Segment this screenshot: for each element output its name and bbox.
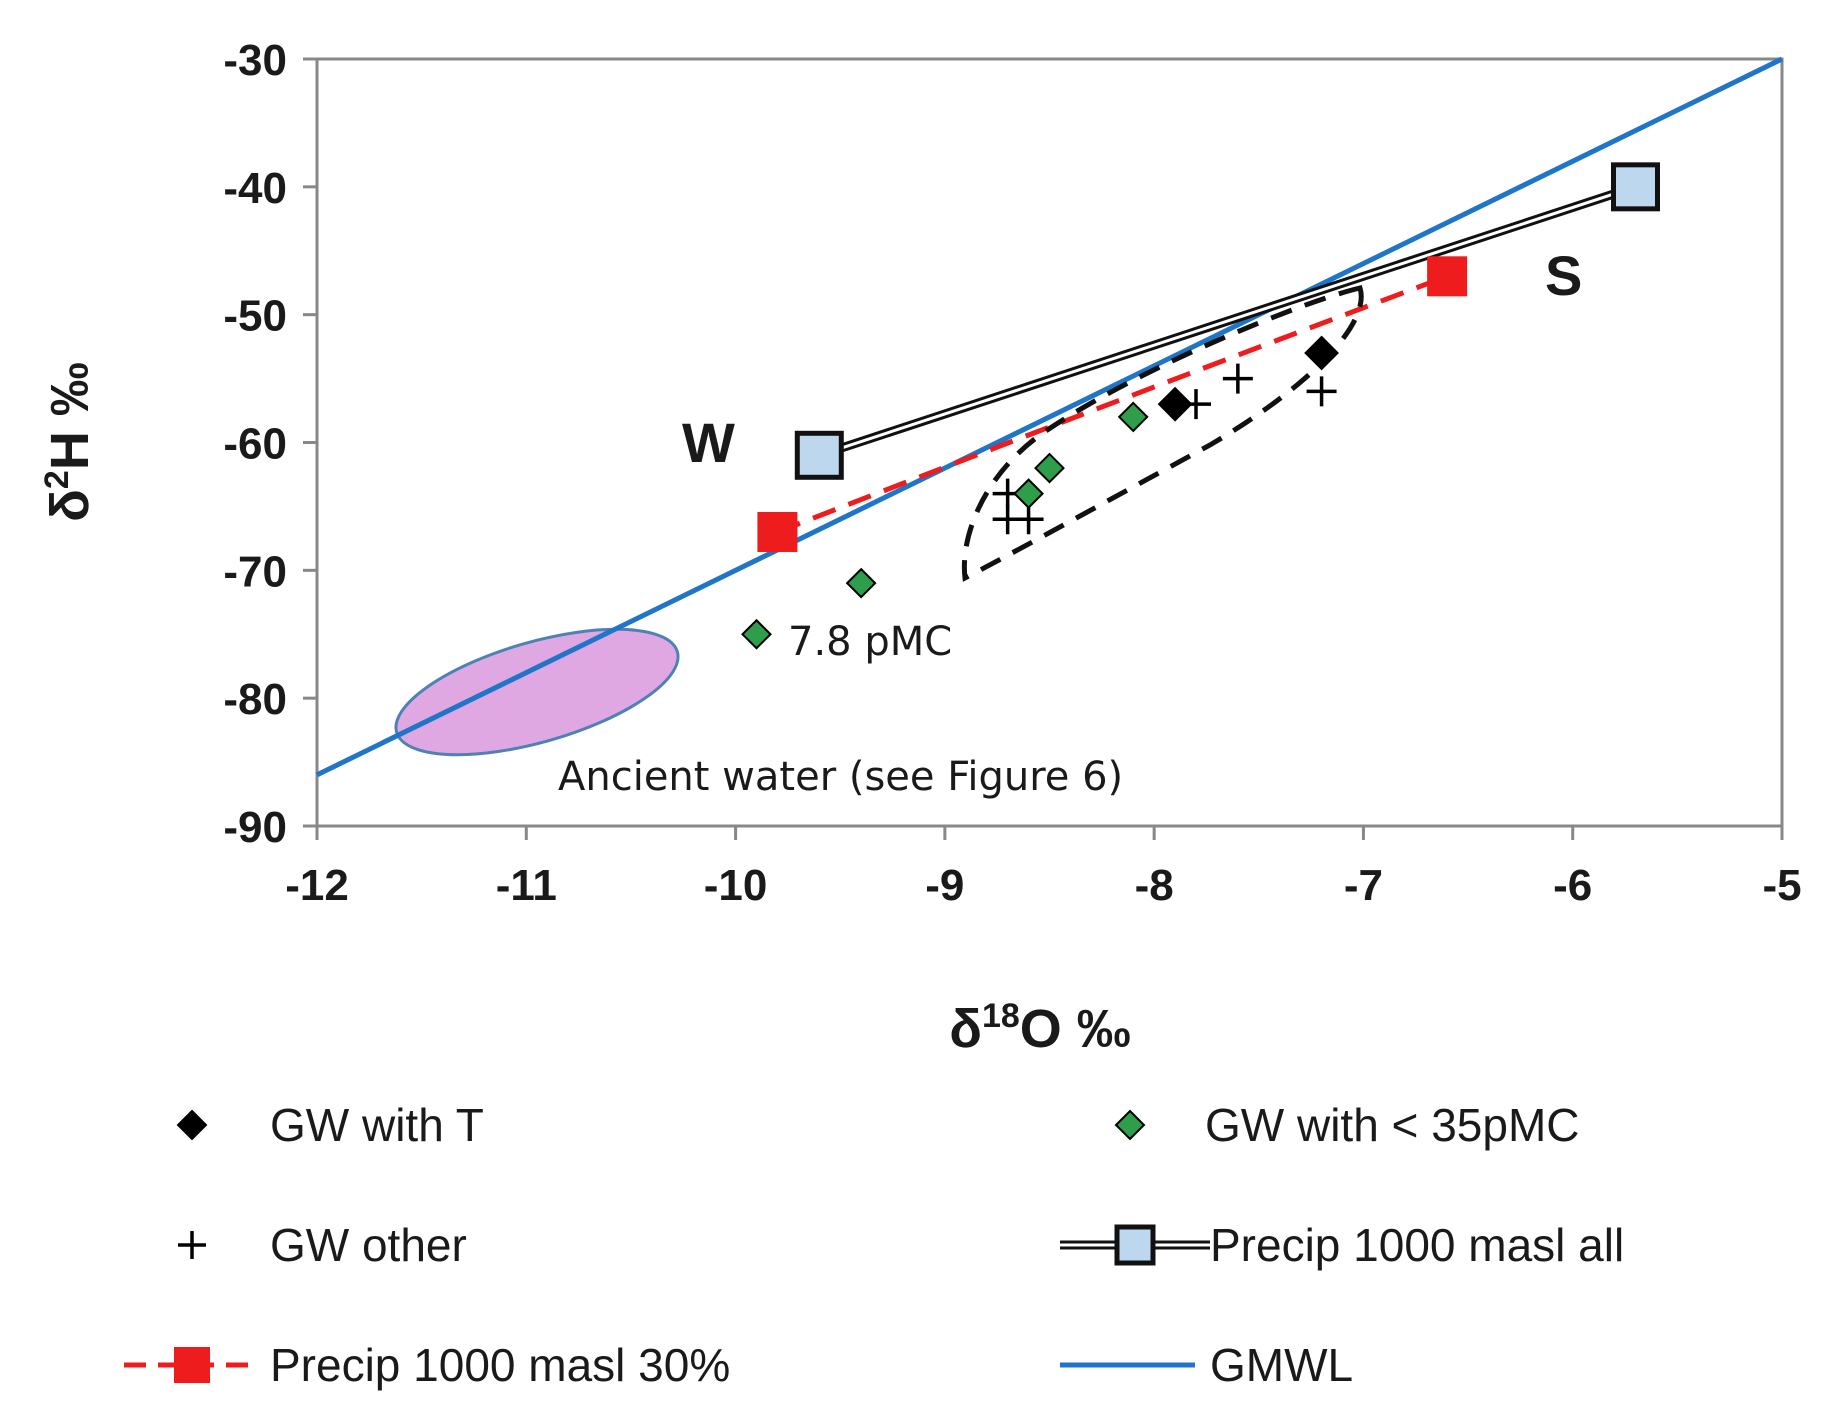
precip-30-point: [1427, 256, 1468, 297]
x-axis-title: δ18O ‰: [949, 997, 1131, 1059]
y-axis-title-sup: 2: [38, 470, 76, 489]
series-lines: [315, 56, 1784, 778]
y-tick-label: -50: [223, 292, 287, 341]
y-tick-label: -90: [223, 803, 287, 852]
legend: GW with T GW with < 35pMC GW other Precip 1…: [124, 1099, 1624, 1391]
precip-all-point: [794, 430, 844, 480]
y-tick-label: -80: [223, 675, 287, 724]
x-tick-label: -8: [1135, 861, 1174, 910]
x-axis-title-suffix: O ‰: [1020, 999, 1131, 1059]
precip-30-point: [757, 511, 798, 552]
axis-ticks: -12 -11 -10 -9 -8 -7 -6 -5 -30 -40 -50 -60 -70 -80 -90: [223, 36, 1801, 910]
y-tick-label: -40: [223, 164, 287, 213]
precip-all-point: [1611, 162, 1660, 212]
legend-label: GMWL: [1210, 1339, 1353, 1391]
precip-30-line: [776, 273, 1449, 535]
legend-symbol-gw-with-t: [176, 1109, 208, 1141]
legend-label: GW with < 35pMC: [1205, 1099, 1580, 1151]
y-tick-label: -60: [223, 420, 287, 469]
gw-pmc-point: [1034, 452, 1065, 484]
x-tick-label: -9: [925, 861, 964, 910]
ancient-water-annotation: Ancient water (see Figure 6): [558, 754, 1123, 800]
y-axis-title-suffix: H ‰: [40, 362, 100, 470]
legend-label: Precip 1000 masl 30%: [270, 1339, 730, 1391]
legend-symbol-precip-30: [174, 1347, 210, 1383]
gw-other-point: [1222, 363, 1253, 394]
gw-pmc-point: [1117, 401, 1149, 433]
legend-symbol-gw-pmc: [1114, 1109, 1146, 1141]
x-tick-label: -11: [496, 861, 557, 910]
legend-symbol-precip-all: [1114, 1224, 1156, 1266]
summer-label: S: [1545, 244, 1582, 307]
legend-label: GW other: [270, 1219, 467, 1271]
pmc-annotation: 7.8 pMC: [788, 619, 952, 665]
x-tick-label: -5: [1762, 861, 1801, 910]
groundwater-envelope: [961, 285, 1364, 582]
gw-other-point: [1306, 376, 1337, 407]
x-axis-title-sup: 18: [982, 997, 1020, 1035]
y-tick-label: -70: [223, 547, 287, 596]
legend-label: Precip 1000 masl all: [1210, 1219, 1624, 1271]
legend-label: GW with T: [270, 1099, 484, 1151]
gw-tritium-point: [1304, 335, 1339, 371]
x-tick-label: -12: [285, 861, 349, 910]
y-tick-label: -30: [223, 36, 287, 85]
x-axis-title-prefix: δ: [949, 999, 982, 1059]
x-tick-label: -6: [1553, 861, 1592, 910]
gw-other-point: [1013, 504, 1044, 535]
gw-pmc-point: [741, 618, 772, 650]
precip-all-line-inner: [818, 185, 1636, 457]
y-axis-title: δ2H ‰: [38, 362, 100, 522]
gw-tritium-point: [1157, 386, 1193, 422]
gw-pmc-point: [1013, 478, 1044, 510]
series-markers: [741, 162, 1660, 650]
x-tick-label: -7: [1344, 861, 1383, 910]
ancient-water-ellipse: [394, 627, 680, 757]
winter-label: W: [682, 411, 735, 474]
gmwl-line: [315, 56, 1784, 778]
x-tick-label: -10: [704, 861, 768, 910]
y-axis-title-prefix: δ: [40, 489, 100, 522]
gw-pmc-point: [845, 567, 877, 599]
legend-symbol-gw-other: [178, 1231, 206, 1259]
